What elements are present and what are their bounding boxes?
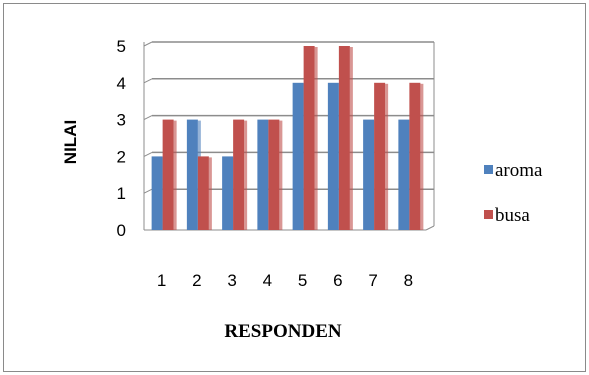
y-tick-label-3: 3	[117, 111, 126, 130]
bar-aroma-1	[151, 156, 163, 230]
gridline-depth-4	[143, 78, 153, 84]
legend-swatch-busa	[484, 210, 493, 219]
gridline-depth-3	[143, 115, 153, 121]
bar-busa-5	[303, 46, 315, 230]
bar-side-busa-3	[244, 120, 248, 230]
x-tick-label-3: 3	[227, 271, 236, 290]
x-axis-label: RESPONDEN	[224, 321, 341, 342]
bar-busa-3	[233, 119, 245, 230]
bar-aroma-3	[222, 156, 234, 230]
bar-busa-6	[338, 46, 350, 230]
gridline-depth-2	[143, 151, 153, 157]
bar-side-busa-4	[279, 120, 283, 230]
bar-busa-8	[409, 82, 421, 230]
y-tick-label-1: 1	[117, 184, 126, 203]
x-tick-label-4: 4	[263, 271, 272, 290]
chart-canvas: 0 1 2 3 4 5 1 2 3 4 5 6 7 8 NILAI RESPONDEN aroma bu…	[61, 37, 543, 342]
y-tick-label-0: 0	[117, 221, 126, 240]
y-axis-label: NILAI	[61, 120, 80, 164]
y-tick-label-2: 2	[117, 147, 126, 166]
bar-side-busa-2	[208, 157, 212, 230]
bar-busa-2	[197, 156, 209, 230]
bars	[151, 46, 424, 230]
y-tick-label-5: 5	[117, 37, 126, 56]
legend-label-busa: busa	[495, 205, 530, 226]
bar-aroma-6	[327, 82, 339, 230]
bar-side-busa-1	[173, 120, 177, 230]
x-tick-label-6: 6	[333, 271, 342, 290]
bar-side-busa-7	[385, 83, 389, 230]
bar-busa-1	[162, 119, 174, 230]
bar-aroma-8	[398, 119, 410, 230]
x-tick-labels: 1 2 3 4 5 6 7 8	[157, 271, 413, 290]
bar-side-busa-5	[314, 47, 318, 230]
gridline-depth-5	[143, 41, 153, 47]
bar-aroma-4	[257, 119, 269, 230]
legend-label-aroma: aroma	[495, 160, 543, 181]
gridline-depth-1	[143, 188, 153, 194]
chart-frame: 0 1 2 3 4 5 1 2 3 4 5 6 7 8 NILAI RESPONDEN aroma bu…	[3, 3, 586, 372]
x-tick-label-8: 8	[404, 271, 413, 290]
x-tick-label-2: 2	[192, 271, 201, 290]
legend-swatch-aroma	[484, 165, 493, 174]
y-tick-labels: 0 1 2 3 4 5	[117, 37, 126, 240]
bar-aroma-2	[186, 119, 198, 230]
bar-aroma-7	[363, 119, 375, 230]
bar-side-busa-6	[349, 47, 353, 230]
bar-aroma-5	[292, 82, 304, 230]
bar-side-busa-8	[420, 83, 424, 230]
legend: aroma busa	[484, 160, 543, 226]
bar-busa-4	[268, 119, 280, 230]
floor-edge	[425, 225, 435, 231]
x-tick-label-5: 5	[298, 271, 307, 290]
y-tick-label-4: 4	[117, 74, 126, 93]
x-tick-label-1: 1	[157, 271, 166, 290]
bar-busa-7	[374, 82, 386, 230]
x-tick-label-7: 7	[368, 271, 377, 290]
